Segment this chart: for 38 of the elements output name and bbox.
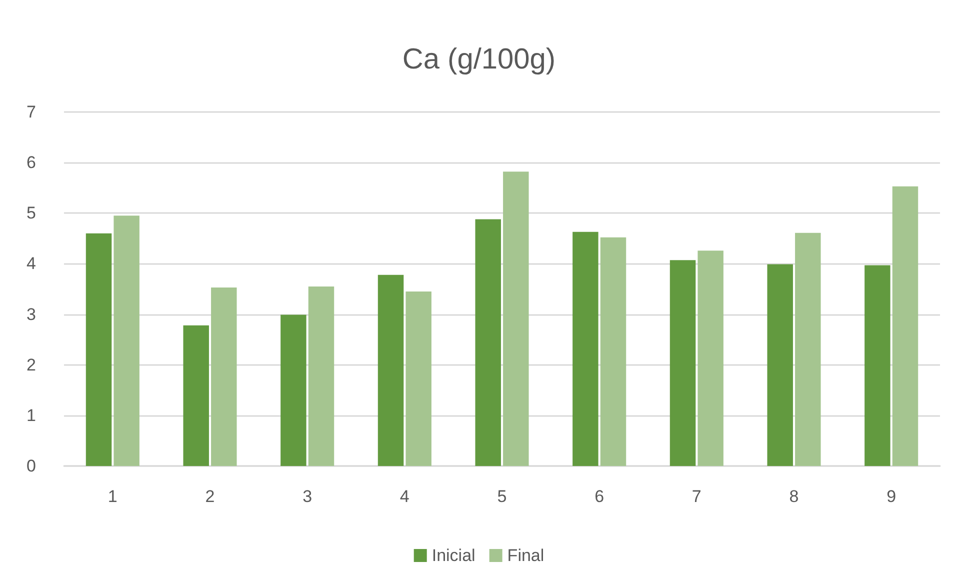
y-tick-label: 6 [26, 153, 36, 172]
x-tick-label: 9 [886, 487, 896, 506]
chart-title: Ca (g/100g) [402, 44, 556, 76]
bar [114, 216, 140, 466]
bar [600, 237, 626, 466]
x-tick-label: 4 [400, 487, 410, 506]
x-tick-label: 6 [594, 487, 604, 506]
y-tick-label: 2 [26, 355, 36, 374]
x-tick-label: 1 [108, 487, 118, 506]
bar [308, 286, 334, 466]
bar [211, 287, 237, 466]
bar [892, 186, 918, 466]
bar [475, 219, 501, 466]
bar [503, 172, 529, 466]
y-tick-label: 1 [26, 406, 36, 425]
y-tick-label: 3 [26, 304, 36, 324]
bar [183, 325, 209, 466]
bar [378, 274, 404, 466]
x-tick-label: 7 [692, 487, 702, 506]
x-tick-label: 2 [205, 487, 215, 506]
y-tick-label: 5 [26, 204, 36, 223]
bar [280, 314, 306, 466]
bar [864, 265, 890, 466]
bar [572, 232, 598, 466]
legend-label: Final [507, 546, 544, 565]
y-tick-label: 7 [26, 102, 36, 122]
y-tick-label: 0 [26, 456, 36, 476]
x-tick-label: 3 [302, 487, 312, 506]
legend-label: Inicial [432, 546, 476, 565]
bar [795, 232, 821, 466]
bar [698, 250, 724, 466]
bar [406, 292, 432, 466]
bar [767, 264, 793, 466]
x-tick-label: 5 [497, 487, 507, 506]
x-tick-label: 8 [789, 487, 799, 506]
y-tick-label: 4 [26, 254, 36, 274]
bar [86, 233, 112, 466]
bar [670, 260, 696, 466]
